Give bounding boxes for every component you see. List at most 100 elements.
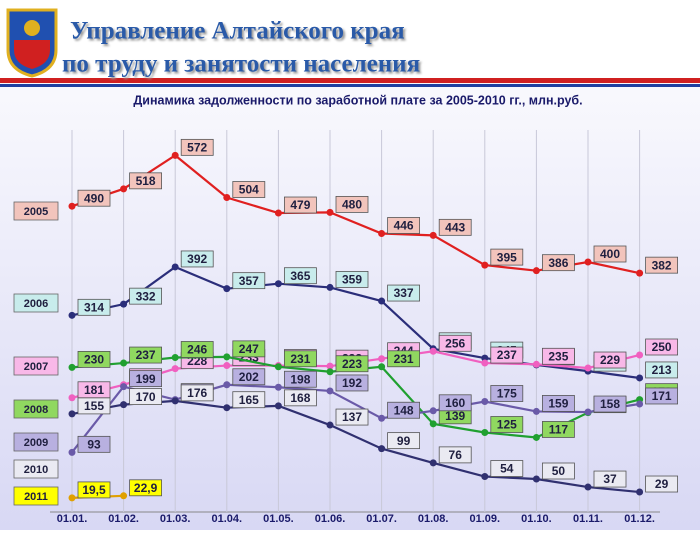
- point: [584, 364, 592, 372]
- point: [636, 374, 644, 382]
- x-tick-label: 01.12.: [624, 513, 655, 525]
- point: [636, 351, 644, 359]
- value-label: 137: [342, 410, 362, 424]
- point: [481, 359, 489, 367]
- value-label: 230: [84, 353, 104, 367]
- point: [378, 445, 386, 453]
- value-label-box: [283, 196, 317, 214]
- value-label-box: [232, 368, 266, 386]
- value-label: 158: [600, 397, 620, 411]
- value-label-box: [387, 401, 421, 419]
- value-label: 480: [342, 198, 362, 212]
- point: [120, 492, 128, 500]
- value-label-box: [283, 350, 317, 368]
- x-tick-label: 01.10.: [521, 513, 552, 525]
- value-label: 365: [290, 269, 310, 283]
- value-label-box: [77, 397, 111, 415]
- value-label: 395: [497, 250, 517, 264]
- value-label: 229: [600, 353, 620, 367]
- point: [171, 397, 179, 405]
- point: [223, 362, 231, 370]
- point: [274, 383, 282, 391]
- point: [274, 280, 282, 288]
- point: [171, 263, 179, 271]
- point: [326, 387, 334, 395]
- point: [326, 283, 334, 291]
- point: [584, 483, 592, 491]
- x-tick-label: 01.07.: [366, 513, 397, 525]
- value-label-box: [129, 172, 163, 190]
- value-label: 160: [445, 396, 465, 410]
- value-label-box: [438, 446, 472, 464]
- point: [532, 360, 540, 368]
- value-label-box: [283, 389, 317, 407]
- value-label-box: [593, 470, 627, 488]
- value-label-box: [335, 355, 369, 373]
- value-label-box: [77, 189, 111, 207]
- value-label: 54: [500, 462, 514, 476]
- value-label-box: [129, 346, 163, 364]
- value-label: 192: [342, 376, 362, 390]
- value-label: 359: [342, 273, 362, 287]
- value-label: 357: [239, 274, 259, 288]
- value-label: 337: [394, 286, 414, 300]
- value-label: 392: [187, 252, 207, 266]
- x-tick-label: 01.04.: [212, 513, 243, 525]
- value-label: 223: [342, 357, 362, 371]
- point: [532, 407, 540, 415]
- value-label: 168: [290, 391, 310, 405]
- value-label-box: [77, 435, 111, 453]
- x-tick-label: 01.05.: [263, 513, 294, 525]
- x-tick-label: 01.06.: [315, 513, 346, 525]
- point: [481, 354, 489, 362]
- value-label-box: [490, 416, 524, 433]
- point: [223, 353, 231, 361]
- value-label: 237: [136, 348, 156, 362]
- value-label-box: [490, 385, 524, 402]
- value-label: 29: [655, 477, 669, 491]
- point: [326, 208, 334, 216]
- point: [68, 394, 76, 402]
- value-label-box: [180, 384, 214, 402]
- value-label-box: [490, 460, 524, 477]
- value-label-box: [180, 138, 214, 156]
- value-label: 125: [497, 418, 517, 432]
- value-label: 76: [449, 448, 463, 462]
- value-label: 572: [187, 141, 207, 155]
- point: [636, 269, 644, 277]
- value-label: 19,5: [82, 483, 106, 497]
- x-tick-label: 01.01.: [57, 513, 88, 525]
- point: [68, 410, 76, 418]
- x-tick-label: 01.08.: [418, 513, 449, 525]
- value-label: 213: [652, 363, 672, 377]
- point: [120, 300, 128, 308]
- value-label-box: [542, 347, 575, 365]
- value-label-box: [542, 421, 575, 438]
- value-label: 148: [394, 403, 414, 417]
- legend-label: 2006: [24, 298, 48, 310]
- value-label-box: [232, 272, 266, 290]
- value-label: 181: [84, 383, 104, 397]
- value-label: 117: [549, 423, 569, 437]
- point: [429, 231, 437, 239]
- value-label-box: [335, 195, 369, 213]
- stripe-blue: [0, 84, 700, 87]
- point: [223, 381, 231, 389]
- value-label: 176: [187, 386, 207, 400]
- value-label-box: [77, 481, 111, 499]
- value-label: 504: [239, 183, 259, 197]
- value-label: 155: [84, 399, 104, 413]
- stripe-red: [0, 78, 700, 83]
- header-title: по труду и занятости населения: [62, 51, 420, 78]
- point: [326, 362, 334, 370]
- value-label: 175: [497, 387, 517, 401]
- point: [223, 194, 231, 202]
- value-label: 479: [290, 198, 310, 212]
- value-label: 443: [445, 221, 465, 235]
- value-label-box: [232, 391, 266, 409]
- value-label-box: [180, 341, 214, 358]
- logo: [6, 8, 58, 78]
- value-label: 332: [136, 289, 156, 303]
- point: [68, 363, 76, 371]
